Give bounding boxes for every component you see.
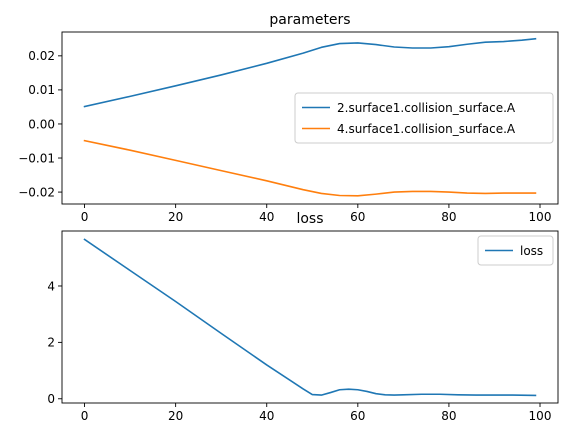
y-tick-label: 0.01	[28, 83, 55, 97]
legend-label: 4.surface1.collision_surface.A	[337, 122, 516, 136]
y-tick-label: 2	[47, 336, 55, 350]
y-tick-label: 4	[47, 279, 55, 293]
series-line-0-1	[83, 139, 537, 197]
x-tick-label: 20	[168, 409, 183, 423]
x-tick-label: 100	[529, 409, 552, 423]
axes-frame	[61, 230, 559, 404]
x-tick-label: 60	[350, 210, 365, 224]
legend: loss	[477, 235, 554, 266]
legend-label: 2.surface1.collision_surface.A	[337, 101, 516, 115]
x-tick-label: 40	[259, 409, 274, 423]
legend-box	[477, 235, 554, 266]
x-tick-label: 0	[81, 409, 89, 423]
legend-label: loss	[520, 244, 543, 258]
x-tick-label: 80	[441, 210, 456, 224]
y-tick-label: −0.01	[18, 151, 55, 165]
x-tick-label: 20	[168, 210, 183, 224]
series-line-0-0	[83, 37, 537, 108]
x-tick-label: 80	[441, 409, 456, 423]
y-tick-label: 0.02	[28, 49, 55, 63]
chart-panel-0: 0 20 40 60 80 100 −0.02 −0.01 0.00 0.01 0.02 parame…	[18, 12, 559, 224]
legend-box	[294, 92, 554, 144]
chart-title: loss	[296, 211, 323, 227]
legend: 2.surface1.collision_surface.A 4.surface1…	[294, 92, 554, 144]
series-line-1-0	[83, 238, 537, 397]
y-tick-label: 0	[47, 392, 55, 406]
chart-panel-1: 0 20 40 60 80 100 0 2 4 loss loss	[47, 211, 559, 423]
axes-frame	[61, 31, 559, 205]
x-tick-label: 60	[350, 409, 365, 423]
x-tick-label: 0	[81, 210, 89, 224]
y-tick-label: −0.02	[18, 185, 55, 199]
chart-title: parameters	[269, 12, 350, 28]
x-tick-label: 100	[529, 210, 552, 224]
x-tick-label: 40	[259, 210, 274, 224]
y-tick-label: 0.00	[28, 117, 55, 131]
